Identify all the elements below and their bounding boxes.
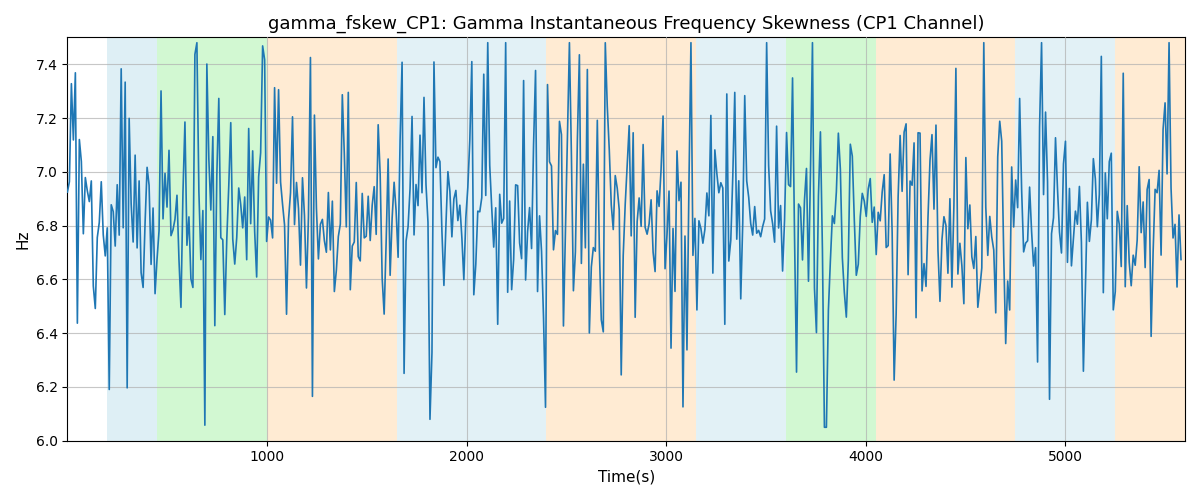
Bar: [696, 38, 786, 440]
Title: gamma_fskew_CP1: Gamma Instantaneous Frequency Skewness (CP1 Channel): gamma_fskew_CP1: Gamma Instantaneous Fre…: [268, 15, 984, 34]
Bar: [107, 38, 157, 440]
Bar: [157, 38, 266, 440]
X-axis label: Time(s): Time(s): [598, 470, 655, 485]
Bar: [546, 38, 696, 440]
Bar: [1015, 38, 1115, 440]
Bar: [786, 38, 876, 440]
Y-axis label: Hz: Hz: [16, 230, 30, 249]
Bar: [1115, 38, 1186, 440]
Bar: [266, 38, 397, 440]
Bar: [876, 38, 1015, 440]
Bar: [397, 38, 546, 440]
